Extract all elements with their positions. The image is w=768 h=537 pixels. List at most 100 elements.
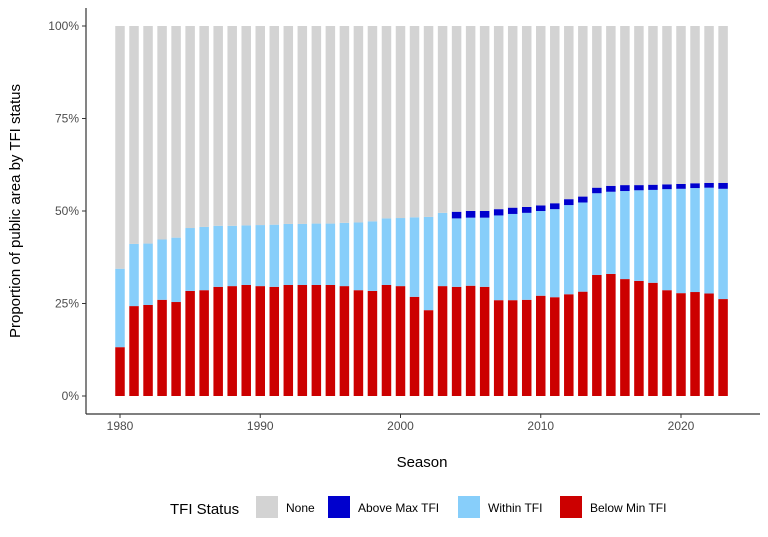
bar-none-1993: [297, 26, 308, 224]
bar-none-2000: [395, 26, 406, 219]
bar-within-tfi-2007: [493, 215, 504, 301]
bar-within-tfi-2023: [718, 188, 728, 300]
bar-above-max-tfi-2012: [564, 199, 574, 206]
bar-below-min-tfi-2003: [437, 286, 448, 396]
bar-none-1990: [255, 26, 265, 226]
bar-within-tfi-2001: [409, 217, 420, 297]
bar-above-max-tfi-2010: [536, 205, 546, 211]
bar-within-tfi-2022: [704, 187, 714, 294]
x-tick-label: 2010: [527, 419, 554, 433]
bar-below-min-tfi-2011: [550, 297, 560, 396]
bar-none-1998: [367, 26, 378, 222]
x-tick-label: 2000: [387, 419, 414, 433]
bar-below-min-tfi-2017: [634, 280, 644, 396]
bar-none-2008: [507, 26, 518, 208]
bar-below-min-tfi-2018: [648, 282, 658, 396]
bar-within-tfi-1985: [185, 228, 195, 291]
bar-within-tfi-1997: [353, 222, 364, 291]
bar-below-min-tfi-1998: [367, 290, 378, 396]
bar-none-1983: [157, 26, 167, 240]
bar-below-min-tfi-1999: [381, 285, 392, 396]
bar-none-2001: [409, 26, 420, 218]
bar-within-tfi-2005: [465, 217, 476, 286]
bar-within-tfi-1998: [367, 221, 378, 291]
bar-within-tfi-1983: [157, 239, 167, 300]
bar-below-min-tfi-1988: [227, 286, 237, 396]
bar-within-tfi-1993: [297, 223, 308, 285]
bar-none-1999: [381, 26, 392, 219]
bar-above-max-tfi-2016: [620, 185, 630, 192]
bar-within-tfi-2011: [550, 209, 560, 298]
bar-within-tfi-1981: [129, 243, 139, 307]
y-tick-label: 50%: [55, 204, 79, 218]
y-tick-label: 0%: [62, 389, 80, 403]
bar-below-min-tfi-1996: [339, 286, 350, 396]
bar-none-1989: [241, 26, 251, 226]
bar-none-2013: [578, 26, 588, 197]
bar-within-tfi-1988: [227, 225, 237, 287]
bars: [115, 26, 728, 396]
bar-none-2017: [634, 26, 644, 186]
bar-none-1995: [325, 26, 336, 224]
bar-within-tfi-1986: [199, 226, 209, 291]
bar-none-2018: [648, 26, 658, 185]
bar-below-min-tfi-1994: [311, 285, 322, 396]
bar-below-min-tfi-1980: [115, 347, 125, 396]
bar-within-tfi-2008: [507, 213, 518, 301]
bar-below-min-tfi-2001: [409, 296, 420, 396]
bar-below-min-tfi-1997: [353, 290, 364, 396]
bar-none-1991: [269, 26, 280, 225]
bar-none-1988: [227, 26, 237, 226]
bar-below-min-tfi-2021: [690, 292, 700, 396]
bar-none-2016: [620, 26, 630, 186]
bar-below-min-tfi-1983: [157, 299, 167, 396]
bar-above-max-tfi-2020: [676, 183, 686, 189]
bar-none-1986: [199, 26, 209, 227]
bar-none-1997: [353, 26, 364, 223]
bar-below-min-tfi-1981: [129, 306, 139, 396]
legend-swatch: [256, 496, 278, 518]
bar-none-2022: [704, 26, 714, 183]
bar-below-min-tfi-1995: [325, 285, 336, 396]
bar-within-tfi-2016: [620, 191, 630, 280]
bar-none-1981: [129, 26, 139, 244]
bar-below-min-tfi-1993: [297, 285, 308, 396]
bar-below-min-tfi-1989: [241, 285, 251, 396]
bar-none-1992: [283, 26, 294, 224]
bar-within-tfi-1984: [171, 237, 181, 303]
bar-within-tfi-1995: [325, 223, 336, 285]
bar-above-max-tfi-2009: [521, 206, 532, 213]
bar-within-tfi-2015: [606, 191, 616, 274]
bar-none-2007: [493, 26, 504, 210]
bar-above-max-tfi-2014: [592, 187, 602, 194]
bar-below-min-tfi-2020: [676, 293, 686, 396]
bar-none-2002: [423, 26, 434, 217]
bar-none-2004: [451, 26, 462, 212]
bar-below-min-tfi-2022: [704, 293, 714, 396]
legend-title: TFI Status: [170, 501, 239, 518]
bar-none-2003: [437, 26, 448, 213]
bar-below-min-tfi-2012: [564, 294, 574, 396]
bar-within-tfi-2020: [676, 188, 686, 294]
bar-none-2019: [662, 26, 672, 185]
bar-within-tfi-1990: [255, 225, 265, 287]
bar-above-max-tfi-2013: [578, 196, 588, 203]
bar-within-tfi-2019: [662, 189, 672, 291]
bar-above-max-tfi-2018: [648, 184, 658, 190]
bar-above-max-tfi-2011: [550, 203, 560, 210]
bar-none-2020: [676, 26, 686, 184]
bar-none-2021: [690, 26, 700, 184]
x-tick-label: 2020: [668, 419, 695, 433]
bar-above-max-tfi-2015: [606, 185, 616, 192]
bar-below-min-tfi-1982: [143, 304, 153, 396]
bar-none-2011: [550, 26, 560, 204]
bar-none-1996: [339, 26, 350, 223]
bar-within-tfi-2013: [578, 202, 588, 292]
x-tick-label: 1990: [247, 419, 274, 433]
bar-below-min-tfi-2013: [578, 291, 588, 396]
bar-none-1980: [115, 26, 125, 269]
legend-swatch: [458, 496, 480, 518]
bar-above-max-tfi-2017: [634, 185, 644, 191]
bar-none-1985: [185, 26, 195, 229]
